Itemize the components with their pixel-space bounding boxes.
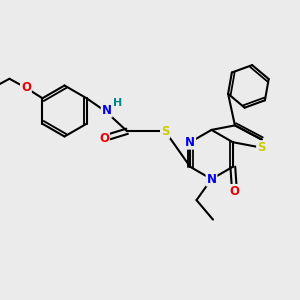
Text: H: H xyxy=(113,98,122,108)
Text: O: O xyxy=(21,81,31,94)
Text: O: O xyxy=(229,185,239,198)
Text: S: S xyxy=(161,125,170,138)
Text: N: N xyxy=(185,136,195,149)
Text: N: N xyxy=(206,172,217,186)
Text: S: S xyxy=(257,141,266,154)
Text: N: N xyxy=(102,104,112,117)
Text: O: O xyxy=(99,132,109,145)
